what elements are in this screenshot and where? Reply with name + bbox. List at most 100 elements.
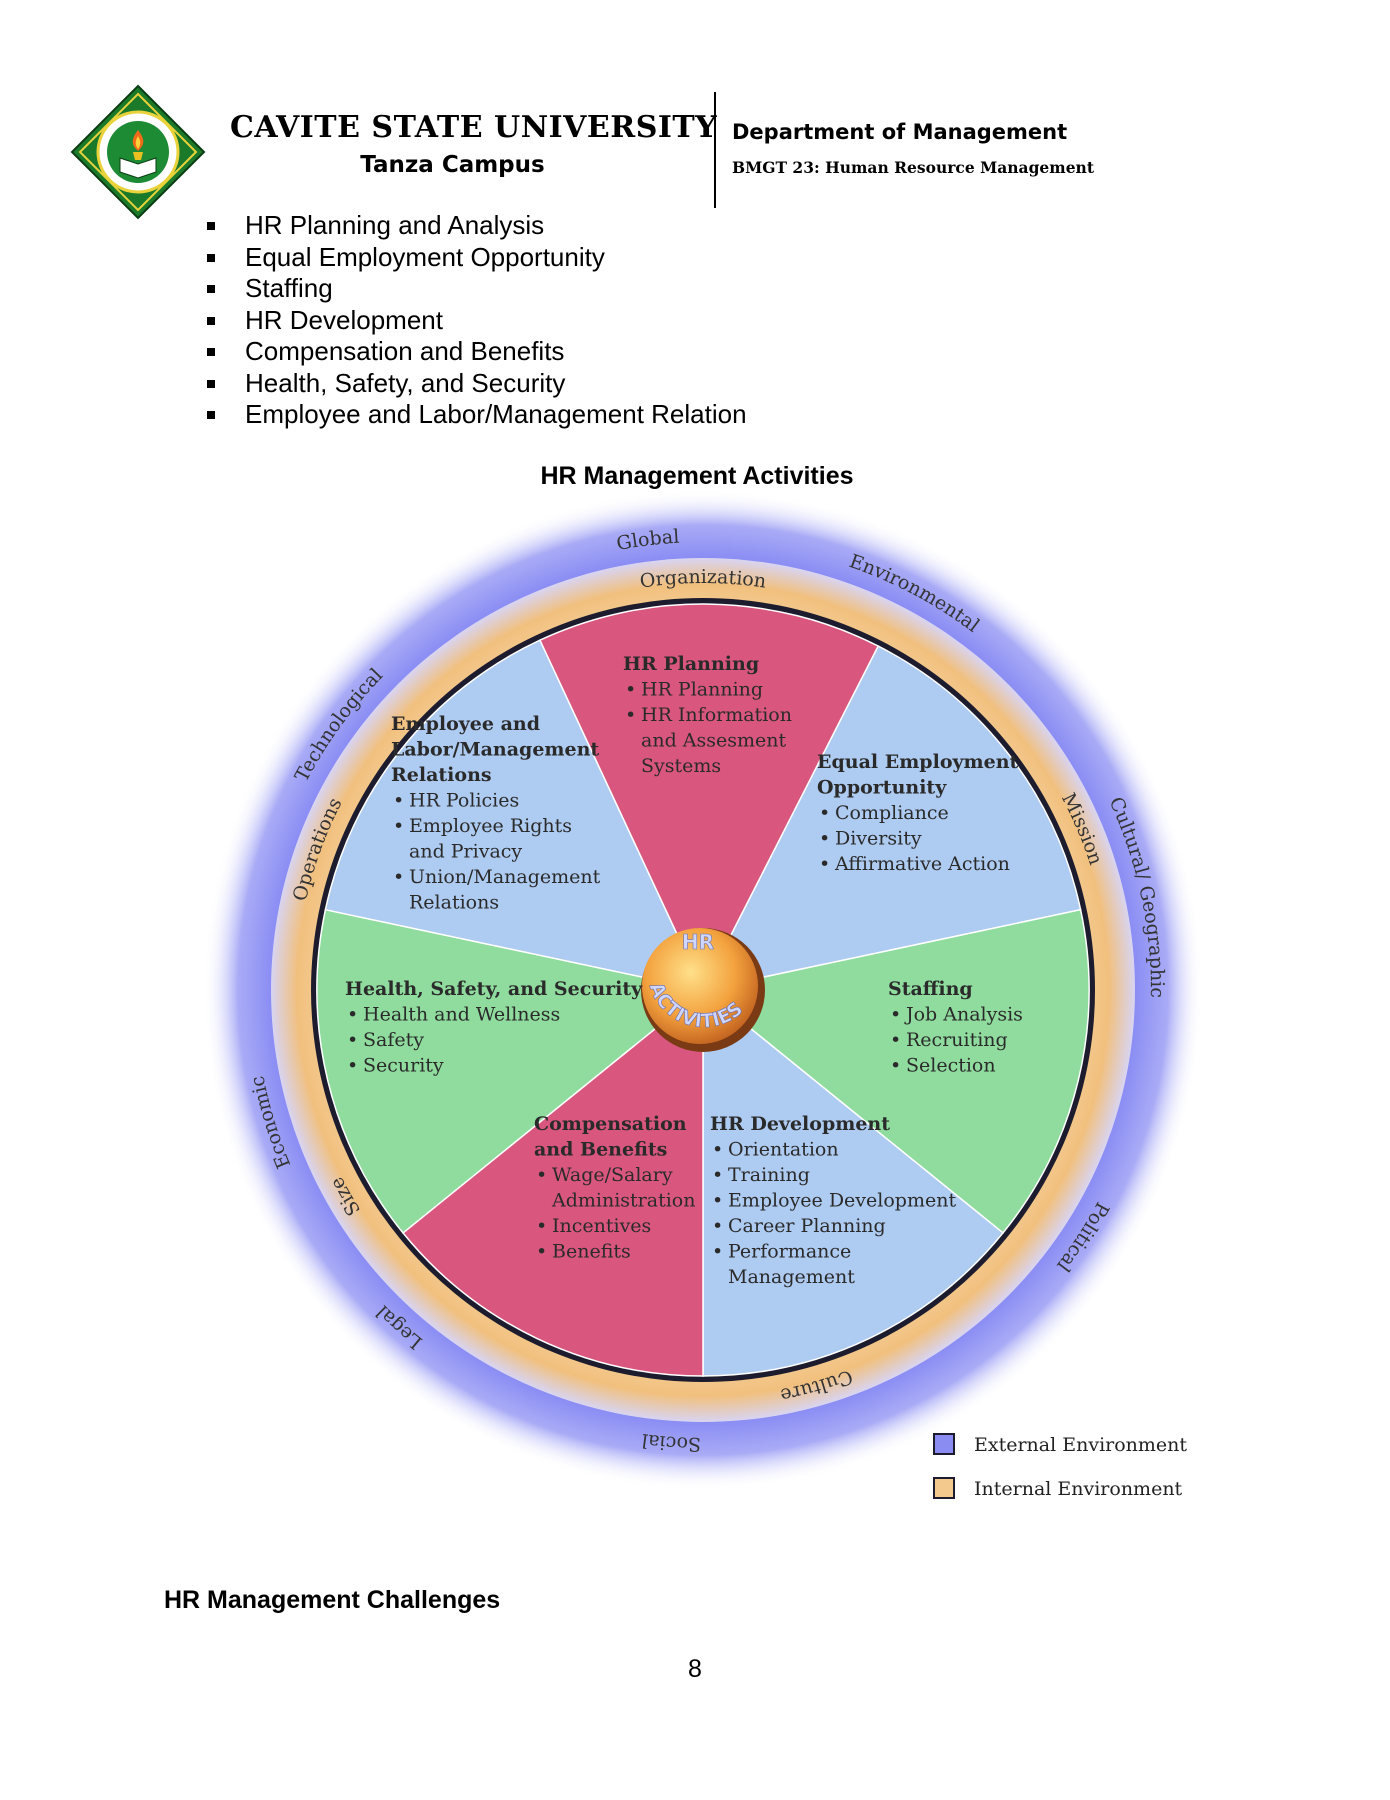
legend-external-label: External Environment <box>974 1434 1187 1456</box>
segment-title: Employee and <box>391 713 540 735</box>
bullet-dot-icon: • <box>819 828 830 850</box>
wedge-staffing <box>701 908 1090 1234</box>
segment-label-hr-development: HR Development• Orientation• Training• Empl… <box>710 1113 956 1288</box>
diagram-title: HR Management Activities <box>540 462 854 490</box>
segment-item: Administration <box>551 1190 695 1212</box>
list-item-text: Compensation and Benefits <box>245 336 565 366</box>
segment-item: Employee Rights <box>409 815 572 837</box>
segment-item: Union/Management <box>409 866 601 888</box>
bullet-dot-icon: • <box>712 1241 723 1263</box>
wedge-compensation <box>401 988 704 1377</box>
segment-item: Diversity <box>835 828 922 850</box>
bullet-dot-icon: • <box>536 1215 547 1237</box>
hub-label-hr: HR <box>682 930 714 954</box>
segment-item: HR Planning <box>641 679 763 701</box>
segment-title: Labor/Management <box>391 739 599 761</box>
bullet-square-icon <box>207 222 215 230</box>
segment-item: Affirmative Action <box>834 853 1010 875</box>
list-item: Staffing <box>205 273 747 305</box>
hr-functions-list: HR Planning and Analysis Equal Employmen… <box>205 210 747 431</box>
segment-item: and Assesment <box>641 730 786 752</box>
segment-title: Health, Safety, and Security <box>345 978 643 1000</box>
legend-swatch-internal <box>933 1477 955 1499</box>
segment-item: Incentives <box>552 1215 651 1237</box>
bullet-dot-icon: • <box>347 1055 358 1077</box>
campus-name: Tanza Campus <box>360 152 545 178</box>
segment-item: Performance <box>728 1241 851 1263</box>
list-item: Health, Safety, and Security <box>205 368 747 400</box>
list-item-text: Employee and Labor/Management Relation <box>245 399 747 429</box>
list-item-text: HR Development <box>245 304 443 335</box>
bullet-square-icon <box>207 411 215 419</box>
bullet-dot-icon: • <box>347 1004 358 1026</box>
bullet-dot-icon: • <box>536 1164 547 1186</box>
bullet-dot-icon: • <box>347 1029 358 1051</box>
segment-title: HR Planning <box>623 653 759 675</box>
bullet-dot-icon: • <box>625 679 636 701</box>
section-heading: HR Management Challenges <box>164 1586 501 1614</box>
legend: External Environment Internal Environmen… <box>933 1433 1187 1500</box>
bullet-dot-icon: • <box>712 1190 723 1212</box>
bullet-dot-icon: • <box>890 1029 901 1051</box>
segment-item: Compliance <box>835 802 949 824</box>
course-title: BMGT 23: Human Resource Management <box>732 158 1094 177</box>
segment-item: Selection <box>906 1055 996 1077</box>
segment-item: Career Planning <box>728 1215 886 1237</box>
bullet-dot-icon: • <box>890 1004 901 1026</box>
segment-label-health-safety: Health, Safety, and Security• Health and … <box>345 978 643 1077</box>
segment-item: Management <box>728 1266 855 1288</box>
segment-label-employee-relations: Employee and Labor/Management Relations • HR… <box>391 713 601 914</box>
legend-internal-label: Internal Environment <box>974 1478 1183 1500</box>
segment-title: HR Development <box>710 1113 890 1135</box>
segment-item: Security <box>363 1055 444 1077</box>
list-item-text: Equal Employment Opportunity <box>245 241 605 272</box>
segment-item: Wage/Salary <box>552 1164 673 1186</box>
wedge-employee-relations <box>324 639 705 992</box>
segment-item: HR Policies <box>409 790 519 812</box>
department-name: Department of Management <box>732 120 1068 144</box>
segment-item: Systems <box>641 755 721 777</box>
wedge-hr-planning <box>538 603 880 992</box>
page-number: 8 <box>688 1655 702 1683</box>
wedge-hr-development <box>702 988 1005 1377</box>
segment-item: HR Information <box>641 704 792 726</box>
bullet-dot-icon: • <box>819 802 830 824</box>
external-label-social: Social <box>640 1429 701 1455</box>
bullet-square-icon <box>207 253 215 262</box>
list-item: HR Planning and Analysis <box>205 210 747 242</box>
segment-item: Recruiting <box>906 1029 1008 1051</box>
bullet-dot-icon: • <box>393 790 404 812</box>
wedge-eeo <box>701 645 1082 992</box>
segment-item: and Privacy <box>409 841 522 863</box>
bullet-dot-icon: • <box>625 704 636 726</box>
list-item: Equal Employment Opportunity <box>205 242 747 274</box>
bullet-dot-icon: • <box>890 1055 901 1077</box>
segment-item: Benefits <box>552 1241 631 1263</box>
center-hub: HR ACTIVITIES <box>641 928 765 1052</box>
segment-label-staffing: Staffing• Job Analysis• Recruiting• Selecti… <box>888 978 1023 1077</box>
segment-label-hr-planning: HR Planning• HR Planning• HR Informationan… <box>623 653 792 777</box>
bullet-dot-icon: • <box>536 1241 547 1263</box>
segment-item: Job Analysis <box>904 1004 1023 1026</box>
university-name: CAVITE STATE UNIVERSITY <box>230 110 718 145</box>
header-divider <box>714 92 716 208</box>
list-item-text: Staffing <box>245 273 333 303</box>
list-item-text: Health, Safety, and Security <box>245 367 566 398</box>
bullet-dot-icon: • <box>712 1164 723 1186</box>
segment-item: Employee Development <box>728 1190 956 1212</box>
wedge-health-safety <box>316 908 705 1234</box>
segment-item: Relations <box>409 892 499 914</box>
bullet-square-icon <box>207 316 215 325</box>
segment-title: Staffing <box>888 978 973 1000</box>
bullet-square-icon <box>207 285 215 293</box>
segment-item: Training <box>728 1164 810 1186</box>
segment-item: Orientation <box>728 1139 839 1161</box>
list-item: Compensation and Benefits <box>205 336 747 368</box>
bullet-square-icon <box>207 379 215 388</box>
segment-title: Compensation <box>534 1113 687 1135</box>
bullet-dot-icon: • <box>712 1215 723 1237</box>
list-item: Employee and Labor/Management Relation <box>205 399 747 431</box>
segment-item: Health and Wellness <box>363 1004 560 1026</box>
